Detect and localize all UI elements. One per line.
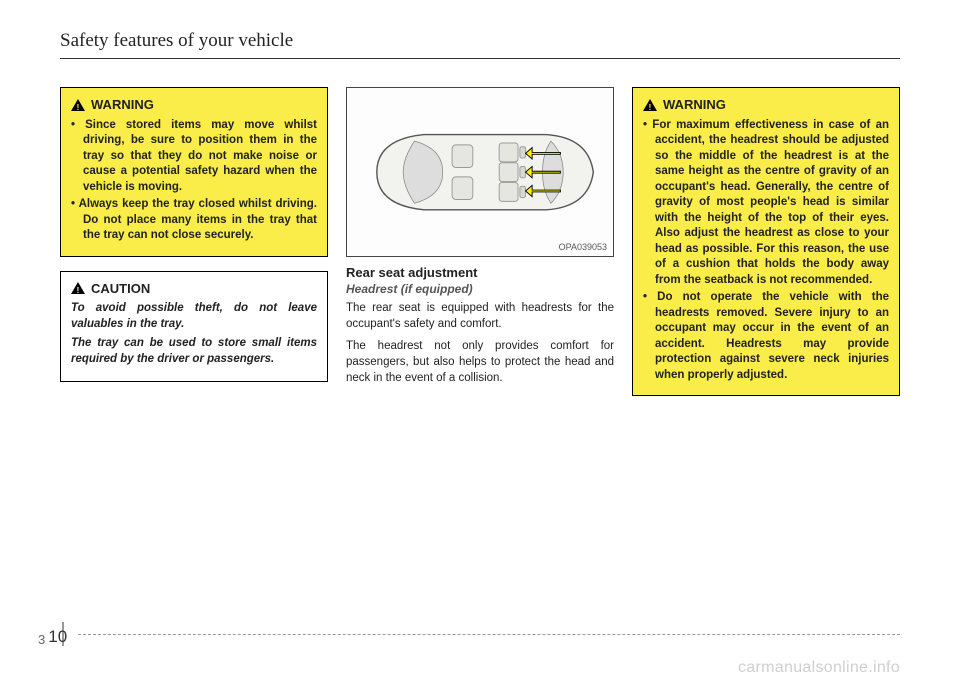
figure-rear-seat: OPA039053 [346,87,614,257]
svg-text:!: ! [77,286,80,294]
warning-right-header: ! WARNING [643,96,889,114]
body-paragraph: The headrest not only provides comfort f… [346,338,614,386]
caution-box: ! CAUTION To avoid possible theft, do no… [60,271,328,383]
footer-rule [78,634,900,635]
content-columns: ! WARNING Since stored items may move wh… [60,87,900,410]
headrest-subheading: Headrest (if equipped) [346,282,614,296]
caution-text: To avoid possible theft, do not leave va… [71,301,317,332]
warning-box-right: ! WARNING For maximum effectiveness in c… [632,87,900,396]
caution-text: The tray can be used to store small item… [71,336,317,367]
warning-box-left: ! WARNING Since stored items may move wh… [60,87,328,257]
page-number: 10 [48,627,67,647]
car-top-view-diagram [358,111,603,233]
page-title: Safety features of your vehicle [60,30,900,59]
page-footer: 3 10 [38,627,67,647]
figure-code: OPA039053 [559,242,607,252]
body-paragraph: The rear seat is equipped with headrests… [346,300,614,332]
warning-right-item: For maximum effectiveness in case of an … [643,118,889,289]
column-middle: OPA039053 Rear seat adjustment Headrest … [346,87,614,410]
warning-right-item: Do not operate the vehicle with the head… [643,290,889,383]
svg-text:!: ! [649,103,652,111]
warning-right-title: WARNING [663,96,726,114]
warning-icon: ! [71,99,85,111]
caution-icon: ! [71,282,85,294]
column-left: ! WARNING Since stored items may move wh… [60,87,328,410]
warning-left-header: ! WARNING [71,96,317,114]
rear-seat-heading: Rear seat adjustment [346,265,614,280]
caution-header: ! CAUTION [71,280,317,298]
caution-title: CAUTION [91,280,150,298]
warning-left-item: Since stored items may move whilst drivi… [71,118,317,196]
svg-text:!: ! [77,103,80,111]
column-right: ! WARNING For maximum effectiveness in c… [632,87,900,410]
warning-left-item: Always keep the tray closed whilst drivi… [71,197,317,244]
warning-left-title: WARNING [91,96,154,114]
watermark: carmanualsonline.info [738,659,900,677]
warning-icon: ! [643,99,657,111]
section-number: 3 [38,632,45,647]
